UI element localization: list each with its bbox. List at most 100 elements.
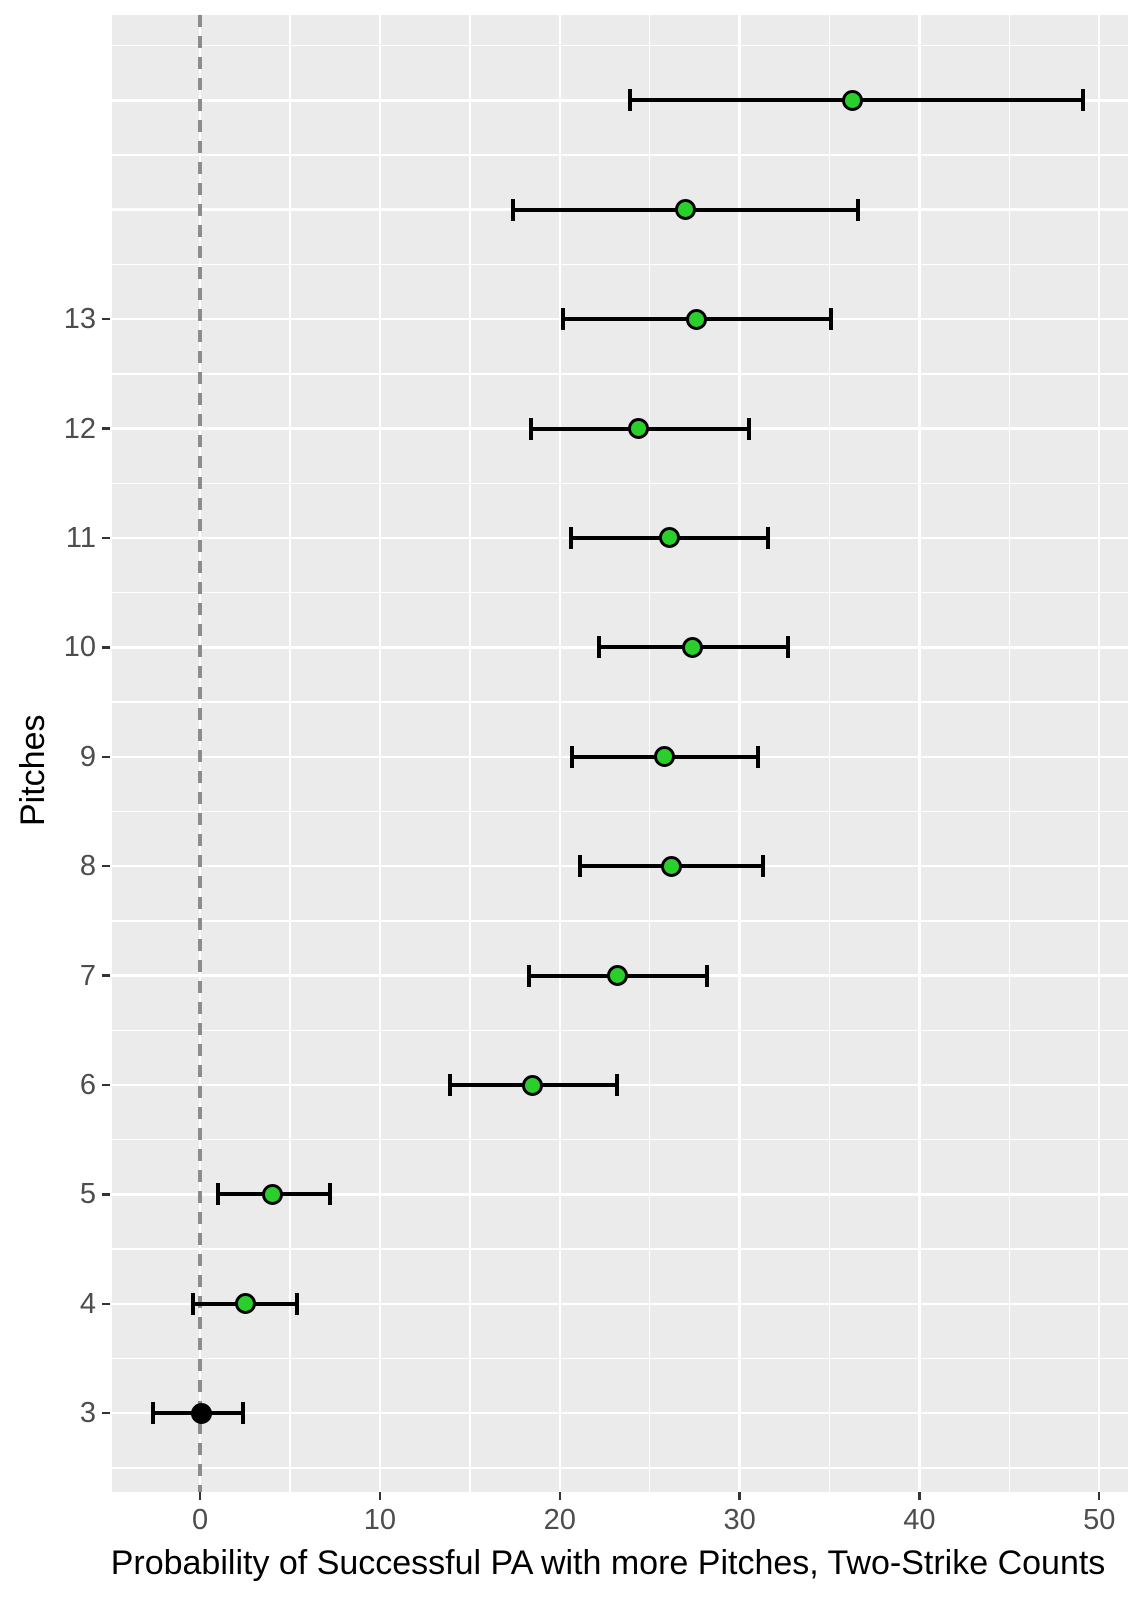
minor-gridline-y-7.5 <box>112 920 1128 922</box>
errorbar-cap-lower-pitches-3 <box>151 1402 156 1425</box>
zero-reference-line <box>198 15 203 1492</box>
x-tick-label-30: 30 <box>723 1504 756 1536</box>
point-pitches-14 <box>675 199 697 221</box>
errorbar-cap-upper-pitches-13 <box>829 308 834 331</box>
minor-gridline-y-14.5 <box>112 154 1128 156</box>
minor-gridline-y-9.5 <box>112 701 1128 703</box>
y-tick-5 <box>102 1193 110 1196</box>
point-pitches-11 <box>658 527 680 549</box>
x-tick-0 <box>198 1492 202 1500</box>
y-tick-10 <box>102 646 110 649</box>
errorbar-cap-upper-pitches-12 <box>746 417 751 440</box>
errorbar-cap-upper-pitches-10 <box>786 636 791 659</box>
errorbar-cap-lower-pitches-9 <box>570 745 575 768</box>
major-gridline-y-4 <box>112 1302 1128 1306</box>
y-tick-7 <box>102 974 110 977</box>
minor-gridline-y-12.5 <box>112 373 1128 375</box>
point-pitches-8 <box>660 855 682 877</box>
errorbar-cap-upper-pitches-3 <box>241 1402 246 1425</box>
errorbar-cap-upper-pitches-4 <box>295 1292 300 1315</box>
errorbar-cap-lower-pitches-5 <box>216 1183 221 1206</box>
minor-gridline-y-2.5 <box>112 1467 1128 1469</box>
errorbar-cap-upper-pitches-11 <box>766 526 771 549</box>
point-pitches-4 <box>234 1293 256 1315</box>
y-tick-label-13: 13 <box>63 303 96 336</box>
errorbar-cap-lower-pitches-14 <box>511 198 515 221</box>
minor-gridline-x-25 <box>648 15 651 1492</box>
x-tick-10 <box>378 1492 382 1500</box>
major-gridline-x-40 <box>918 15 921 1492</box>
point-pitches-5 <box>261 1183 283 1205</box>
y-tick-12 <box>102 427 110 430</box>
y-tick-9 <box>102 755 110 759</box>
x-tick-20 <box>558 1492 561 1500</box>
major-gridline-x-30 <box>738 15 741 1492</box>
point-pitches-9 <box>653 746 675 768</box>
minor-gridline-y-15.5 <box>112 44 1128 47</box>
point-pitches-15 <box>842 89 864 111</box>
y-tick-label-10: 10 <box>63 631 96 664</box>
point-pitches-7 <box>606 965 628 987</box>
point-pitches-12 <box>628 418 650 440</box>
major-gridline-y-5 <box>112 1193 1128 1196</box>
errorbar-cap-upper-pitches-9 <box>755 745 760 768</box>
errorbar-cap-lower-pitches-12 <box>528 417 533 440</box>
y-axis-title: Pitches <box>14 714 52 826</box>
point-pitches-3 <box>191 1402 213 1424</box>
y-tick-label-7: 7 <box>79 959 96 992</box>
x-tick-label-10: 10 <box>363 1504 397 1536</box>
y-tick-label-12: 12 <box>63 412 96 445</box>
errorbar-cap-upper-pitches-15 <box>1081 89 1086 112</box>
minor-gridline-y-3.5 <box>112 1357 1128 1360</box>
x-tick-40 <box>918 1492 921 1500</box>
minor-gridline-y-8.5 <box>112 810 1128 813</box>
minor-gridline-y-5.5 <box>112 1138 1128 1141</box>
x-tick-label-50: 50 <box>1083 1504 1116 1536</box>
minor-gridline-x-15 <box>469 15 471 1492</box>
y-tick-label-8: 8 <box>79 850 96 883</box>
y-tick-label-11: 11 <box>65 521 96 554</box>
point-pitches-10 <box>682 636 704 658</box>
major-gridline-x-10 <box>378 15 382 1492</box>
major-gridline-y-15 <box>112 99 1128 102</box>
minor-gridline-y-4.5 <box>112 1248 1128 1250</box>
x-tick-label-20: 20 <box>543 1504 576 1536</box>
minor-gridline-y-11.5 <box>112 482 1128 484</box>
plot-panel <box>112 15 1128 1492</box>
minor-gridline-y-6.5 <box>112 1029 1128 1032</box>
point-pitches-13 <box>685 308 707 330</box>
y-tick-label-5: 5 <box>79 1178 96 1211</box>
x-tick-label-40: 40 <box>903 1504 936 1536</box>
y-tick-4 <box>102 1302 110 1306</box>
errorbar-cap-upper-pitches-8 <box>760 855 765 878</box>
errorbar-cap-lower-pitches-8 <box>577 855 582 878</box>
major-gridline-x-20 <box>558 15 561 1492</box>
errorbar-cap-lower-pitches-11 <box>568 526 573 549</box>
minor-gridline-x-5 <box>289 15 291 1492</box>
errorbar-cap-upper-pitches-5 <box>327 1183 332 1206</box>
errorbar-cap-upper-pitches-7 <box>705 964 710 987</box>
errorbar-cap-lower-pitches-4 <box>190 1292 195 1315</box>
minor-gridline-y-10.5 <box>112 591 1128 594</box>
y-tick-11 <box>102 536 110 540</box>
minor-gridline-x-35 <box>828 15 831 1492</box>
major-gridline-y-6 <box>112 1083 1128 1087</box>
errorbar-cap-lower-pitches-7 <box>527 964 532 987</box>
errorbar-cap-upper-pitches-14 <box>856 198 861 221</box>
errorbar-cap-lower-pitches-6 <box>448 1074 453 1096</box>
y-tick-label-6: 6 <box>79 1069 96 1101</box>
y-tick-8 <box>102 864 110 868</box>
x-axis-title: Probability of Successful PA with more P… <box>110 1544 1106 1582</box>
errorbar-cap-lower-pitches-10 <box>597 636 602 659</box>
errorbar-cap-lower-pitches-13 <box>561 308 566 331</box>
major-gridline-y-3 <box>112 1411 1128 1415</box>
major-gridline-x-50 <box>1097 15 1101 1492</box>
y-tick-label-4: 4 <box>79 1287 96 1320</box>
y-tick-6 <box>102 1083 110 1087</box>
errorbar-cap-upper-pitches-6 <box>615 1074 620 1096</box>
x-tick-30 <box>738 1492 741 1500</box>
minor-gridline-x-45 <box>1008 15 1011 1492</box>
y-tick-13 <box>102 317 110 321</box>
errorbar-cap-lower-pitches-15 <box>627 89 632 112</box>
y-tick-label-9: 9 <box>79 740 96 773</box>
